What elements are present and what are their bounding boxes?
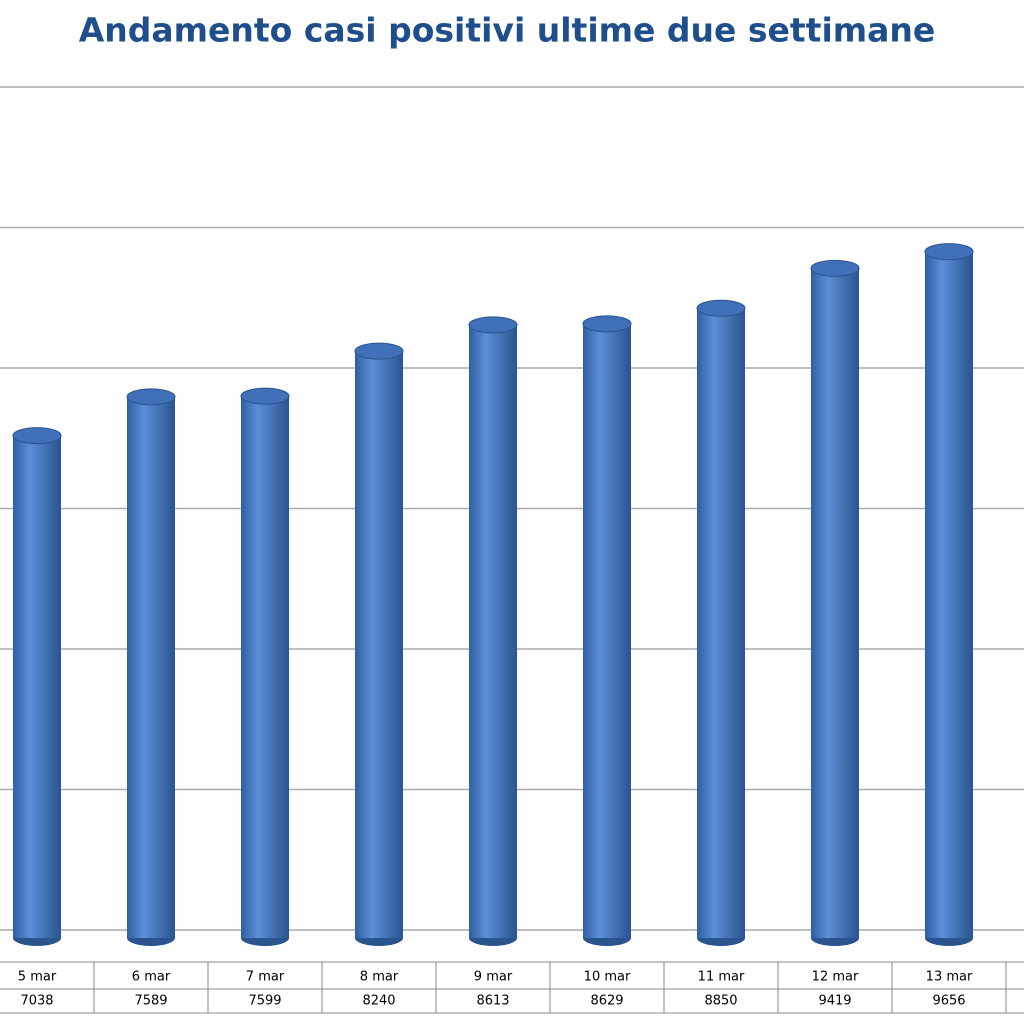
- data-table: 5 mar 7038 6 mar 7589 7 mar 7599 8 mar 8240 9 ma…: [0, 961, 1024, 1014]
- bar: [697, 308, 745, 939]
- bar-cap: [468, 316, 518, 334]
- x-tick-label: 5 mar: [18, 970, 57, 985]
- bar: [811, 268, 859, 938]
- value-label: 8629: [590, 994, 623, 1009]
- x-tick-label: 11 mar: [698, 970, 745, 985]
- bar: [925, 251, 973, 938]
- x-tick-label: 9 mar: [474, 970, 513, 985]
- x-tick-label: 12 mar: [812, 970, 859, 985]
- bar: [241, 396, 289, 938]
- bar-cap: [582, 315, 632, 333]
- value-label: 9419: [818, 994, 851, 1009]
- bars: [12, 243, 974, 946]
- bar: [469, 324, 517, 938]
- x-tick-label: 13 mar: [926, 970, 973, 985]
- bar-cap: [12, 427, 62, 445]
- x-tick-label: 7 mar: [246, 970, 285, 985]
- x-tick-label: 10 mar: [584, 970, 631, 985]
- value-label: 8240: [362, 994, 395, 1009]
- bar: [355, 351, 403, 938]
- value-label: 7589: [134, 994, 167, 1009]
- bar-cap: [354, 342, 404, 360]
- bar-cap: [126, 388, 176, 406]
- bar-cap: [810, 259, 860, 277]
- bar: [13, 435, 61, 938]
- chart-title: Andamento casi positivi ultime due setti…: [79, 11, 936, 50]
- bar-cap: [240, 387, 290, 405]
- value-label: 8613: [476, 994, 509, 1009]
- x-tick-label: 6 mar: [132, 970, 171, 985]
- bar-cap: [696, 299, 746, 317]
- bar: [127, 396, 175, 938]
- bar: [583, 323, 631, 938]
- value-label: 8850: [704, 994, 737, 1009]
- value-label: 9656: [932, 994, 965, 1009]
- value-label: 7038: [20, 994, 53, 1009]
- x-tick-label: 8 mar: [360, 970, 399, 985]
- value-label: 7599: [248, 994, 281, 1009]
- bar-cap: [924, 243, 974, 261]
